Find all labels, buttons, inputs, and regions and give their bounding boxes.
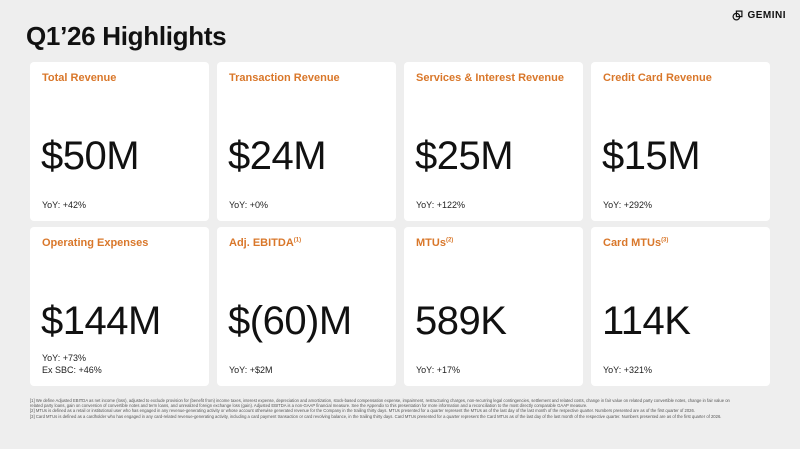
metric-value: $24M — [228, 134, 327, 178]
metric-value: 114K — [602, 299, 691, 343]
footnotes: [1] We define Adjusted EBITDA as net inc… — [30, 398, 730, 419]
metric-title: MTUs(2) — [416, 237, 454, 249]
metric-yoy: YoY: +17% — [416, 365, 460, 375]
metric-value: $15M — [602, 134, 701, 178]
metric-card-total-revenue: Total Revenue $50M YoY: +42% — [30, 62, 209, 221]
metric-yoy: YoY: +292% — [603, 200, 652, 210]
metric-card-mtus: MTUs(2) 589K YoY: +17% — [404, 227, 583, 386]
metric-value: $144M — [41, 299, 161, 343]
metric-title: Operating Expenses — [42, 237, 149, 249]
metric-yoy: YoY: +0% — [229, 200, 268, 210]
metric-value: 589K — [415, 299, 507, 343]
metric-title: Credit Card Revenue — [603, 72, 712, 84]
metric-yoy: YoY: +$2M — [229, 365, 273, 375]
metric-card-operating-expenses: Operating Expenses $144M YoY: +73% Ex SB… — [30, 227, 209, 386]
metric-card-credit-card-revenue: Credit Card Revenue $15M YoY: +292% — [591, 62, 770, 221]
metric-title: Services & Interest Revenue — [416, 72, 564, 84]
metric-value: $25M — [415, 134, 514, 178]
brand-name: GEMINI — [747, 10, 786, 21]
metric-title: Adj. EBITDA(1) — [229, 237, 302, 249]
metric-title: Card MTUs(3) — [603, 237, 669, 249]
metric-yoy: YoY: +42% — [42, 200, 86, 210]
metric-card-card-mtus: Card MTUs(3) 114K YoY: +321% — [591, 227, 770, 386]
metric-card-transaction-revenue: Transaction Revenue $24M YoY: +0% — [217, 62, 396, 221]
footnote: [3] Card MTUs is defined as a cardholder… — [30, 413, 722, 419]
brand-logo: GEMINI — [732, 10, 786, 21]
metric-yoy: YoY: +73% Ex SBC: +46% — [42, 353, 102, 375]
metric-value: $50M — [41, 134, 140, 178]
metric-extra: Ex SBC: +46% — [42, 365, 102, 375]
metric-value: $(60)M — [228, 299, 352, 343]
gemini-logo-icon — [732, 10, 743, 21]
metric-title: Transaction Revenue — [229, 72, 340, 84]
metric-yoy: YoY: +321% — [603, 365, 652, 375]
metric-card-adj-ebitda: Adj. EBITDA(1) $(60)M YoY: +$2M — [217, 227, 396, 386]
page-title: Q1’26 Highlights — [26, 21, 227, 51]
metric-title: Total Revenue — [42, 72, 117, 84]
metric-yoy: YoY: +122% — [416, 200, 465, 210]
metric-card-services-interest-revenue: Services & Interest Revenue $25M YoY: +1… — [404, 62, 583, 221]
footnote: [1] We define Adjusted EBITDA as net inc… — [30, 398, 730, 409]
metrics-grid: Total Revenue $50M YoY: +42% Transaction… — [30, 62, 770, 386]
footnote: [2] MTUs is defined as a retail or insti… — [30, 408, 696, 414]
